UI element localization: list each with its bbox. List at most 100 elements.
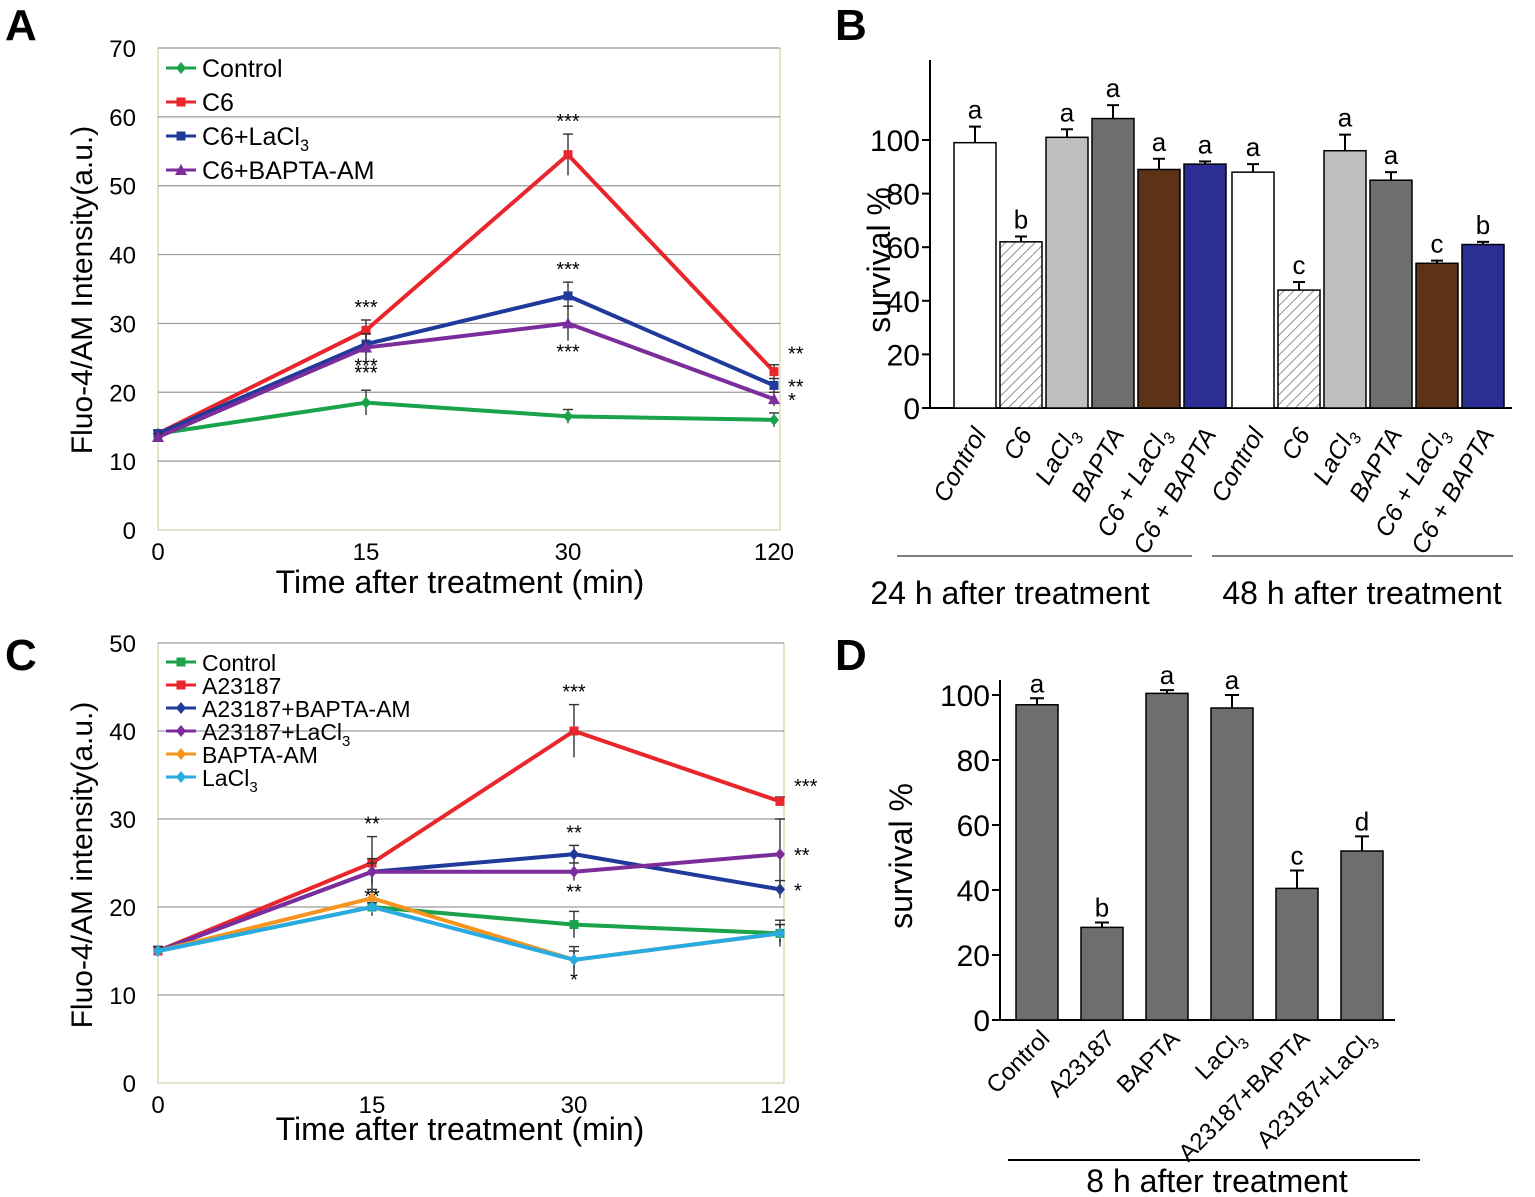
- series-line-control: [157, 400, 775, 436]
- x-tick-label: C6: [998, 423, 1038, 465]
- legend-label: BAPTA-AM: [202, 742, 318, 768]
- significance-letter: a: [1338, 103, 1353, 133]
- series-line-c6-bapta-am: [157, 321, 775, 439]
- panel-b-y-axis-label: survival %: [861, 187, 897, 333]
- legend-label: Control: [202, 650, 276, 676]
- data-point: [563, 150, 573, 160]
- data-point: [569, 848, 579, 861]
- legend-marker: [176, 702, 186, 714]
- legend-marker: [175, 164, 187, 175]
- bar: [1080, 926, 1124, 1021]
- significance-stars: *: [570, 970, 578, 992]
- data-point: [361, 396, 371, 409]
- significance-letter: a: [1198, 129, 1213, 159]
- y-tick-label: 20: [109, 380, 136, 407]
- x-tick-label: Control: [981, 1025, 1055, 1099]
- y-tick-label: 70: [109, 36, 136, 63]
- x-tick-label: 30: [555, 539, 582, 566]
- significance-letter: a: [1152, 127, 1167, 157]
- significance-letter: b: [1476, 210, 1490, 240]
- y-tick-label: 40: [957, 875, 990, 908]
- y-tick-label: 10: [109, 449, 136, 476]
- y-tick-label: 100: [940, 680, 990, 713]
- significance-letter: b: [1095, 893, 1109, 923]
- data-point: [569, 920, 579, 930]
- bar: [999, 241, 1043, 409]
- y-tick-label: 60: [957, 810, 990, 843]
- y-tick-label: 80: [957, 745, 990, 778]
- data-point: [367, 892, 377, 905]
- significance-stars: **: [566, 822, 582, 844]
- panel-label-a: A: [5, 1, 37, 50]
- bar: [1275, 887, 1319, 1021]
- panel-label-b: B: [835, 1, 867, 50]
- bar: [1015, 704, 1059, 1021]
- y-tick-label: 50: [109, 174, 136, 201]
- significance-stars: *: [794, 880, 802, 902]
- significance-stars: **: [788, 376, 804, 398]
- y-tick-label: 0: [903, 393, 920, 426]
- y-tick-label: 80: [887, 179, 920, 212]
- significance-letter: c: [1293, 250, 1306, 280]
- bar: [1340, 850, 1384, 1021]
- x-tick-label: 0: [151, 1092, 164, 1119]
- y-tick-label: 30: [109, 807, 136, 834]
- bar: [1277, 289, 1321, 409]
- panel-a-x-axis-label: Time after treatment (min): [276, 564, 645, 600]
- significance-letter: d: [1355, 806, 1369, 836]
- bar: [1183, 163, 1227, 409]
- series-line-lacl3: [157, 904, 781, 962]
- x-tick-label: 120: [760, 1092, 800, 1119]
- legend-marker: [176, 131, 186, 141]
- significance-letter: a: [1384, 140, 1399, 170]
- data-point: [360, 341, 372, 353]
- data-point: [563, 291, 573, 301]
- panel-d-y-axis-label: survival %: [883, 783, 919, 929]
- data-point: [153, 945, 163, 957]
- legend-marker: [176, 62, 186, 74]
- bar: [1137, 168, 1181, 409]
- significance-stars: ***: [794, 776, 818, 798]
- legend-label: LaCl3: [202, 765, 258, 796]
- significance-stars: ***: [354, 297, 378, 319]
- y-tick-label: 20: [957, 940, 990, 973]
- legend-label: Control: [202, 55, 283, 83]
- y-tick-label: 60: [887, 232, 920, 265]
- legend-marker: [176, 657, 186, 667]
- legend-label: C6: [202, 89, 234, 117]
- legend-label: C6+LaCl3: [202, 123, 309, 155]
- y-tick-label: 40: [887, 286, 920, 319]
- panel-label-d: D: [835, 631, 867, 680]
- data-point: [563, 410, 573, 423]
- y-tick-label: 0: [973, 1005, 990, 1038]
- significance-stars: **: [364, 814, 380, 836]
- bar: [1323, 149, 1367, 409]
- panel-c-x-axis-label: Time after treatment (min): [276, 1111, 645, 1147]
- data-point: [775, 796, 785, 806]
- panel-b-group-label-24h: 24 h after treatment: [870, 575, 1149, 611]
- series-line-c6-lacl3: [157, 293, 775, 436]
- legend-marker: [176, 680, 186, 690]
- data-point: [769, 380, 779, 390]
- significance-letter: a: [1225, 665, 1240, 695]
- data-point: [367, 901, 377, 913]
- y-tick-label: 20: [887, 339, 920, 372]
- significance-letter: c: [1291, 841, 1304, 871]
- significance-stars: ***: [562, 682, 586, 704]
- y-tick-label: 40: [109, 719, 136, 746]
- legend-label: A23187+BAPTA-AM: [202, 696, 411, 722]
- significance-letter: a: [1106, 73, 1121, 103]
- panel-c-y-axis-label: Fluo-4/AM intensity(a.u.): [66, 702, 99, 1029]
- data-point: [152, 431, 164, 443]
- data-point: [569, 865, 579, 878]
- y-tick-label: 30: [109, 311, 136, 338]
- bar: [1145, 692, 1189, 1021]
- bar: [1091, 117, 1135, 409]
- y-tick-label: 0: [123, 1071, 136, 1098]
- x-tick-label: 15: [359, 1092, 386, 1119]
- significance-stars: *: [788, 390, 796, 412]
